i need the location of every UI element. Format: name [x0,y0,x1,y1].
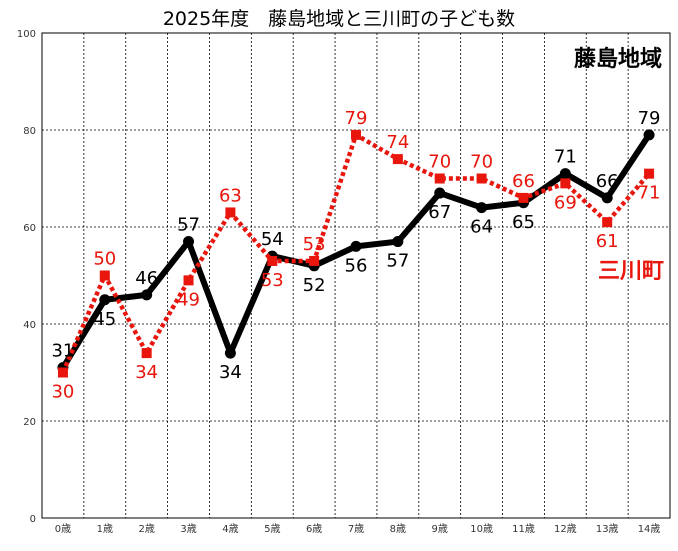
series-1-data-label: 53 [261,270,284,291]
x-tick-label: 0歳 [55,523,71,535]
series-0-data-label: 67 [428,202,451,223]
chart-title: 2025年度 藤島地域と三川町の子ども数 [162,8,516,30]
series-0-point [350,240,362,252]
series-0-point [434,187,446,199]
series-0-point [141,289,153,301]
series-1-point [225,207,236,218]
series-1-data-label: 79 [345,108,368,129]
series-0-data-label: 65 [512,212,535,233]
series-1-data-label: 71 [638,183,661,204]
series-1-point [141,348,152,359]
series-1-point [309,255,320,266]
series-1-point [518,192,529,203]
plot-frame [41,32,671,519]
series-0-point [601,192,613,204]
y-tick-label: 100 [17,29,36,40]
x-tick-label: 2歳 [138,523,154,535]
series-0-data-label: 57 [386,251,409,272]
series-1-point [434,173,445,184]
series-0-point [99,294,111,306]
series-0-data-label: 57 [177,215,200,236]
series-0-point [559,168,571,180]
series-1-point [476,173,487,184]
series-0-data-label: 56 [345,255,368,276]
series-0-point [476,202,488,214]
series-0-point [183,236,195,248]
series-0-data-label: 54 [261,229,284,250]
x-tick-label: 7歳 [348,523,364,535]
series-1-data-label: 49 [177,289,200,310]
series-0-data-label: 45 [93,309,116,330]
series-0-point [643,129,655,141]
series-1-data-label: 69 [554,192,577,213]
series-0-data-label: 66 [596,171,619,192]
series-1-data-label: 30 [51,382,74,403]
series-0-data-label: 31 [51,341,74,362]
data-labels: 31 30 45 50 46 34 57 49 34 63 54 53 52 53 56 79 57 74 67 70… [51,46,664,403]
series-0-point [392,236,404,248]
axes: 0 20 40 60 80 100 0歳 1歳 2歳 3歳 4歳 5歳 6歳 7歳 8歳 9歳 10歳 11歳 12… [17,29,671,535]
x-tick-label: 13歳 [596,523,619,535]
series-1-data-label: 50 [93,249,116,270]
series-group [57,129,655,378]
y-tick-label: 80 [23,126,36,137]
series-0-data-label: 34 [219,362,242,383]
x-tick-label: 11歳 [512,523,535,535]
series-0-data-label: 46 [135,268,158,289]
series-1-data-label: 61 [596,231,619,252]
x-tick-label: 12歳 [554,523,577,535]
series-name-label-0: 藤島地域 [574,46,662,72]
x-tick-label: 6歳 [306,523,322,535]
grid [42,33,670,518]
x-tick-label: 9歳 [432,523,448,535]
y-tick-label: 20 [23,417,36,428]
y-tick-label: 60 [23,223,36,234]
series-1-data-label: 63 [219,185,242,206]
y-tick-label: 40 [23,320,36,331]
series-1-data-label: 34 [135,362,158,383]
x-tick-label: 5歳 [264,523,280,535]
series-1-data-label: 66 [512,171,535,192]
series-0-data-label: 71 [554,147,577,168]
y-tick-label: 0 [30,514,36,525]
series-0-data-label: 79 [638,108,661,129]
series-1-point [99,270,110,281]
series-1-data-label: 70 [428,152,451,173]
x-tick-label: 4歳 [222,523,238,535]
series-0-data-label: 52 [303,275,326,296]
series-1-data-label: 53 [303,234,326,255]
series-1-point [644,168,655,179]
x-tick-label: 14歳 [638,523,661,535]
x-tick-label: 8歳 [390,523,406,535]
series-1-point [183,275,194,286]
series-1-point [351,129,361,140]
x-tick-label: 10歳 [470,523,493,535]
series-1-point [602,217,613,228]
series-1-point [560,178,571,189]
series-0-point [224,347,236,359]
series-1-point [267,255,278,266]
series-1-data-label: 70 [470,152,493,173]
x-tick-label: 3歳 [180,523,196,535]
series-name-label-1: 三川町 [598,259,664,284]
series-1-data-label: 74 [386,132,409,153]
series-1-point [392,154,403,165]
x-tick-label: 1歳 [97,523,113,535]
series-1-point [57,367,68,378]
series-0-data-label: 64 [470,217,493,238]
